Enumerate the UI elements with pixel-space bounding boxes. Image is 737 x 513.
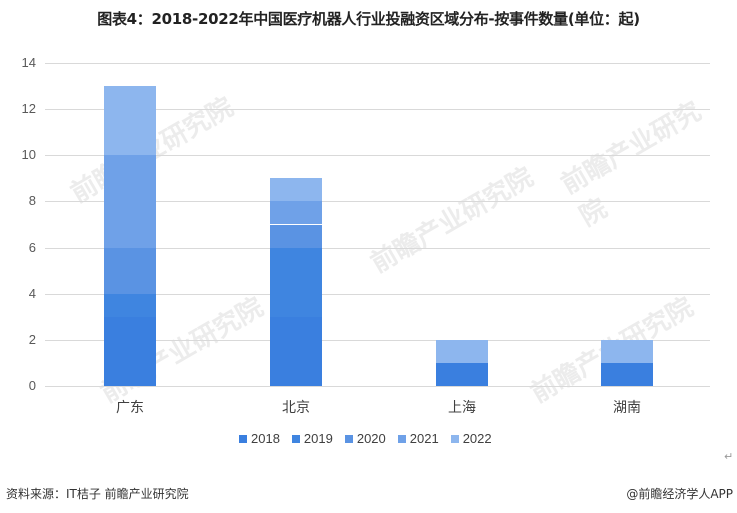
bar-segment-2018 — [601, 362, 653, 386]
bar-segment-2021 — [104, 155, 156, 248]
legend-item-2021: 2021 — [397, 431, 439, 446]
legend-swatch-icon — [397, 434, 406, 443]
gridline — [45, 63, 710, 64]
bar-segment-2018 — [104, 316, 156, 386]
bar-segment-2021 — [270, 201, 322, 225]
legend-label: 2018 — [251, 431, 280, 446]
gridline — [45, 109, 710, 110]
gridline — [45, 386, 710, 387]
legend-swatch-icon — [450, 434, 459, 443]
gridline — [45, 155, 710, 156]
legend-item-2020: 2020 — [344, 431, 386, 446]
bar-segment-2020 — [270, 224, 322, 248]
y-tick-label: 10 — [21, 147, 36, 162]
bar-湖南 — [601, 0, 653, 513]
legend-item-2018: 2018 — [239, 431, 280, 446]
legend-swatch-icon — [239, 434, 247, 443]
gridline — [45, 248, 710, 249]
legend-label: 2021 — [409, 431, 439, 446]
legend-item-2019: 2019 — [291, 431, 333, 446]
gridline — [45, 340, 710, 341]
bar-segment-2018 — [436, 362, 488, 386]
bar-segment-2022 — [436, 339, 488, 363]
legend-swatch-icon — [344, 434, 353, 443]
y-tick-label: 0 — [28, 378, 36, 393]
legend-label: 2020 — [356, 431, 386, 446]
chart-title: 图表4：2018-2022年中国医疗机器人行业投融资区域分布-按事件数量(单位：… — [97, 10, 640, 28]
bar-segment-2022 — [104, 86, 156, 156]
bar-上海 — [436, 0, 488, 513]
x-axis-label: 北京 — [282, 400, 310, 416]
gridline — [45, 294, 710, 295]
bar-segment-2020 — [104, 247, 156, 294]
y-tick-label: 4 — [28, 286, 36, 301]
legend-item-2022: 2022 — [450, 431, 492, 446]
x-axis-label: 湖南 — [613, 400, 641, 416]
x-axis-label: 上海 — [448, 400, 476, 416]
return-icon: ↵ — [724, 450, 734, 463]
y-tick-label: 14 — [21, 55, 36, 70]
y-tick-label: 8 — [28, 193, 36, 208]
legend-label: 2019 — [303, 431, 333, 446]
bar-segment-2022 — [270, 178, 322, 202]
bar-segment-2022 — [601, 339, 653, 363]
gridline — [45, 201, 710, 202]
legend-swatch-icon — [291, 434, 300, 443]
chart-legend: 2018 2019 2020 2021 2022 — [239, 431, 492, 446]
y-tick-label: 12 — [21, 101, 36, 116]
x-axis-label: 广东 — [116, 400, 144, 416]
credit-note: @前瞻经济学人APP — [626, 487, 733, 501]
source-note: 资料来源：IT桔子 前瞻产业研究院 — [6, 487, 189, 501]
bar-segment-2018 — [270, 316, 322, 386]
bar-广东 — [104, 0, 156, 513]
y-tick-label: 6 — [28, 240, 36, 255]
bar-segment-2019 — [104, 293, 156, 317]
bar-segment-2019 — [270, 247, 322, 317]
y-tick-label: 2 — [28, 332, 36, 347]
legend-label: 2022 — [462, 431, 492, 446]
bar-北京 — [270, 0, 322, 513]
